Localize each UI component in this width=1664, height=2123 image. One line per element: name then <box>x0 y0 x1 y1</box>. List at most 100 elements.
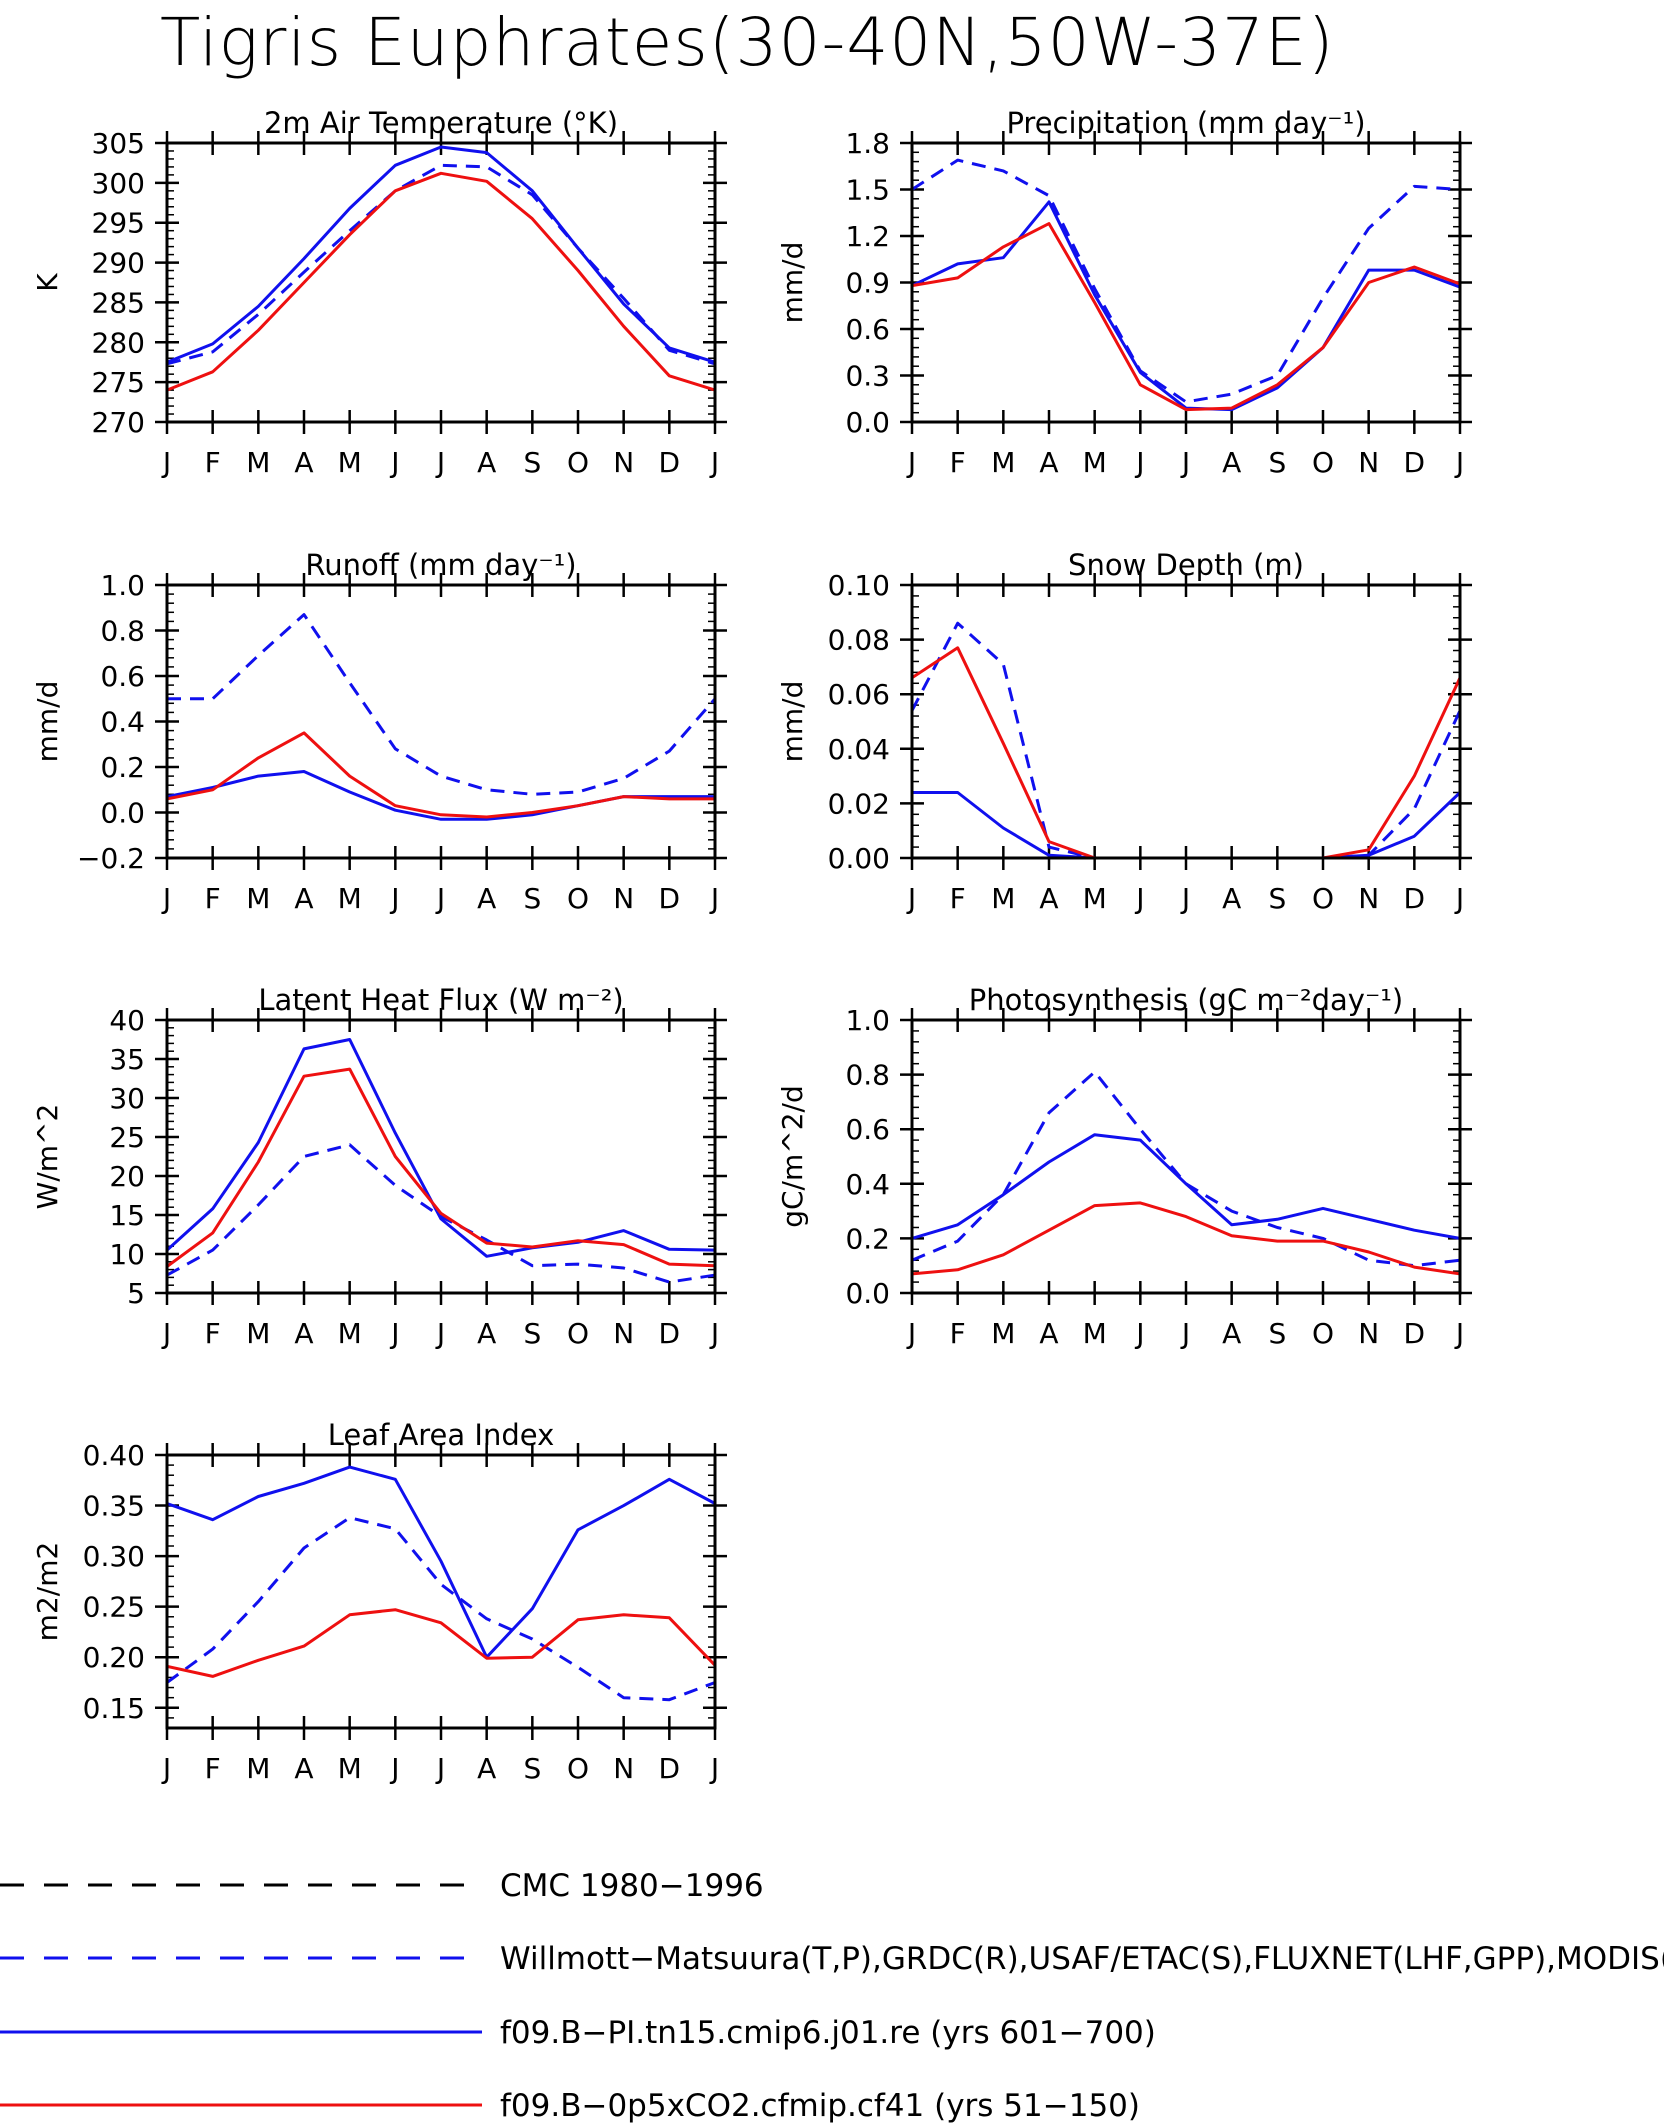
x-tick-label: M <box>246 446 270 479</box>
x-tick-label: S <box>1268 882 1286 915</box>
x-tick-label: J <box>1180 882 1190 915</box>
x-tick-label: N <box>1358 882 1379 915</box>
y-tick-label: 0.40 <box>83 1439 145 1472</box>
y-tick-label: 0.02 <box>828 787 890 820</box>
x-tick-label: F <box>205 446 221 479</box>
x-tick-label: J <box>1454 1317 1464 1350</box>
x-tick-label: A <box>294 1752 313 1785</box>
y-axis-label: mm/d <box>776 681 809 763</box>
y-tick-label: 280 <box>92 326 145 359</box>
chart-panels: 2m Air Temperature (°K)K2702752802852902… <box>31 106 1472 1785</box>
x-tick-label: J <box>709 1317 719 1350</box>
y-tick-label: 10 <box>109 1238 145 1271</box>
series-line-solid-blue <box>167 145 715 364</box>
x-tick-label: A <box>1222 882 1241 915</box>
x-tick-label: M <box>991 446 1015 479</box>
x-tick-label: M <box>246 1752 270 1785</box>
y-tick-label: 0.3 <box>845 360 890 393</box>
y-tick-label: 0.06 <box>828 678 890 711</box>
x-tick-label: J <box>161 1752 171 1785</box>
x-tick-label: D <box>1404 446 1426 479</box>
legend-entry: Willmott−Matsuura(T,P),GRDC(R),USAF/ETAC… <box>0 1941 1664 1977</box>
chart-panel-3: Snow Depth (m)mm/d0.000.020.040.060.080.… <box>776 548 1472 915</box>
x-tick-label: J <box>1180 1317 1190 1350</box>
y-tick-label: 0.6 <box>845 313 890 346</box>
x-tick-label: F <box>950 1317 966 1350</box>
x-tick-label: J <box>1134 1317 1144 1350</box>
y-tick-label: 0.15 <box>83 1692 145 1725</box>
y-tick-label: 30 <box>109 1082 145 1115</box>
x-tick-label: O <box>567 882 589 915</box>
plot-frame <box>910 583 1462 860</box>
x-tick-label: F <box>205 1752 221 1785</box>
chart-panel-0: 2m Air Temperature (°K)K2702752802852902… <box>31 106 727 479</box>
x-tick-label: J <box>1454 882 1464 915</box>
x-tick-label: S <box>1268 1317 1286 1350</box>
legend: CMC 1980−1996 Willmott−Matsuura(T,P),GRDC… <box>0 1868 1664 2123</box>
legend-label: CMC 1980−1996 <box>500 1868 764 1904</box>
legend-entry: CMC 1980−1996 <box>0 1868 764 1904</box>
series-line-solid-blue <box>167 770 715 821</box>
x-tick-label: N <box>613 446 634 479</box>
series-line-solid-blue <box>167 1465 715 1659</box>
x-tick-label: D <box>1404 1317 1426 1350</box>
plot-frame <box>165 583 717 860</box>
chart-panel-1: Precipitation (mm day⁻¹)mm/d0.00.30.60.9… <box>776 106 1472 479</box>
x-tick-label: M <box>338 446 362 479</box>
x-tick-label: J <box>389 1317 399 1350</box>
plot-frame <box>910 1018 1462 1295</box>
x-tick-label: A <box>477 446 496 479</box>
y-tick-label: 0.2 <box>845 1222 890 1255</box>
x-tick-label: S <box>523 1752 541 1785</box>
y-axis-label: gC/m^2/d <box>776 1085 809 1228</box>
y-axis-label: mm/d <box>776 242 809 324</box>
x-tick-label: J <box>389 882 399 915</box>
x-tick-label: S <box>523 446 541 479</box>
plot-frame <box>165 141 717 424</box>
x-tick-label: J <box>906 446 916 479</box>
x-tick-label: F <box>950 882 966 915</box>
y-tick-label: 1.5 <box>845 174 890 207</box>
x-tick-label: D <box>659 882 681 915</box>
y-tick-label: 1.2 <box>845 220 890 253</box>
series-line-dashed-blue <box>912 158 1460 404</box>
y-axis-label: m2/m2 <box>31 1542 64 1642</box>
legend-label: f09.B−0p5xCO2.cfmip.cf41 (yrs 51−150) <box>500 2088 1140 2123</box>
y-tick-label: 0.0 <box>100 797 145 830</box>
series-line-solid-red <box>912 222 1460 412</box>
series-line-dashed-blue <box>167 163 715 366</box>
y-tick-label: 0.6 <box>100 660 145 693</box>
y-tick-label: 0.9 <box>845 267 890 300</box>
x-tick-label: J <box>709 446 719 479</box>
x-tick-label: O <box>567 1752 589 1785</box>
x-tick-label: O <box>567 446 589 479</box>
x-tick-label: J <box>389 446 399 479</box>
x-tick-label: M <box>991 1317 1015 1350</box>
series-line-solid-blue <box>912 1133 1460 1240</box>
y-tick-label: 1.0 <box>845 1004 890 1037</box>
x-tick-label: N <box>613 1317 634 1350</box>
x-tick-label: N <box>1358 446 1379 479</box>
x-tick-label: A <box>294 1317 313 1350</box>
y-tick-label: 0.10 <box>828 569 890 602</box>
x-tick-label: D <box>659 1752 681 1785</box>
plot-frame <box>165 1453 717 1730</box>
y-tick-label: 35 <box>109 1043 145 1076</box>
y-axis-label: K <box>31 273 64 292</box>
y-axis-label: W/m^2 <box>31 1104 64 1210</box>
x-tick-label: O <box>1312 1317 1334 1350</box>
y-tick-label: 0.25 <box>83 1591 145 1624</box>
y-tick-label: 0.4 <box>100 706 145 739</box>
x-tick-label: M <box>338 1752 362 1785</box>
x-tick-label: A <box>1222 1317 1241 1350</box>
y-tick-label: 295 <box>92 207 145 240</box>
x-tick-label: M <box>1083 1317 1107 1350</box>
series-line-dashed-blue <box>167 613 715 796</box>
y-tick-label: 305 <box>92 127 145 160</box>
x-tick-label: M <box>338 1317 362 1350</box>
x-tick-label: N <box>613 882 634 915</box>
x-tick-label: F <box>950 446 966 479</box>
series-line-solid-blue <box>912 200 1460 412</box>
x-tick-label: J <box>906 882 916 915</box>
page-title: Tigris Euphrates(30-40N,50W-37E) <box>160 4 1335 81</box>
